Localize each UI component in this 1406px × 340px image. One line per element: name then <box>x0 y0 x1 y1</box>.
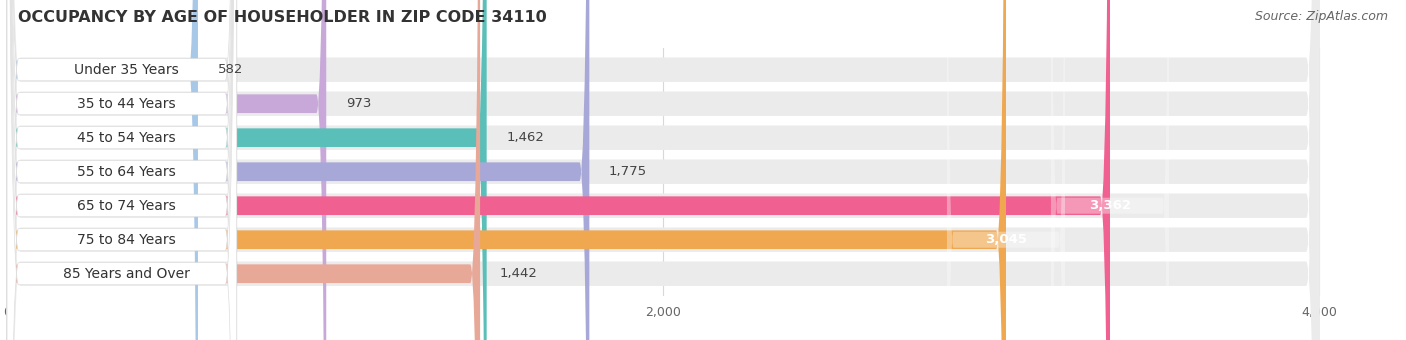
Text: 973: 973 <box>346 97 371 110</box>
FancyBboxPatch shape <box>7 0 236 340</box>
FancyBboxPatch shape <box>7 0 236 340</box>
FancyBboxPatch shape <box>7 0 1319 340</box>
FancyBboxPatch shape <box>7 0 589 340</box>
FancyBboxPatch shape <box>7 0 1319 340</box>
Text: 1,462: 1,462 <box>506 131 544 144</box>
Text: 1,775: 1,775 <box>609 165 647 178</box>
FancyBboxPatch shape <box>7 0 1319 340</box>
Text: 35 to 44 Years: 35 to 44 Years <box>77 97 176 111</box>
FancyBboxPatch shape <box>7 0 236 340</box>
Text: 3,045: 3,045 <box>986 233 1026 246</box>
Text: 65 to 74 Years: 65 to 74 Years <box>77 199 176 213</box>
Text: 85 Years and Over: 85 Years and Over <box>63 267 190 281</box>
Text: 55 to 64 Years: 55 to 64 Years <box>77 165 176 179</box>
Text: 582: 582 <box>218 63 243 76</box>
FancyBboxPatch shape <box>7 0 1109 340</box>
Text: Source: ZipAtlas.com: Source: ZipAtlas.com <box>1254 10 1388 23</box>
FancyBboxPatch shape <box>7 0 236 340</box>
FancyBboxPatch shape <box>948 0 1066 340</box>
FancyBboxPatch shape <box>7 0 486 340</box>
Text: Under 35 Years: Under 35 Years <box>75 63 179 77</box>
Text: 75 to 84 Years: 75 to 84 Years <box>77 233 176 247</box>
FancyBboxPatch shape <box>7 0 236 340</box>
FancyBboxPatch shape <box>7 0 479 340</box>
FancyBboxPatch shape <box>7 0 1007 340</box>
Text: 45 to 54 Years: 45 to 54 Years <box>77 131 176 145</box>
Text: 3,362: 3,362 <box>1090 199 1130 212</box>
FancyBboxPatch shape <box>7 0 326 340</box>
FancyBboxPatch shape <box>7 0 1319 340</box>
FancyBboxPatch shape <box>7 0 236 340</box>
FancyBboxPatch shape <box>7 0 1319 340</box>
Text: OCCUPANCY BY AGE OF HOUSEHOLDER IN ZIP CODE 34110: OCCUPANCY BY AGE OF HOUSEHOLDER IN ZIP C… <box>18 10 547 25</box>
Text: 1,442: 1,442 <box>499 267 537 280</box>
FancyBboxPatch shape <box>7 0 198 340</box>
FancyBboxPatch shape <box>1050 0 1168 340</box>
FancyBboxPatch shape <box>7 0 1319 340</box>
FancyBboxPatch shape <box>7 0 1319 340</box>
FancyBboxPatch shape <box>7 0 236 340</box>
